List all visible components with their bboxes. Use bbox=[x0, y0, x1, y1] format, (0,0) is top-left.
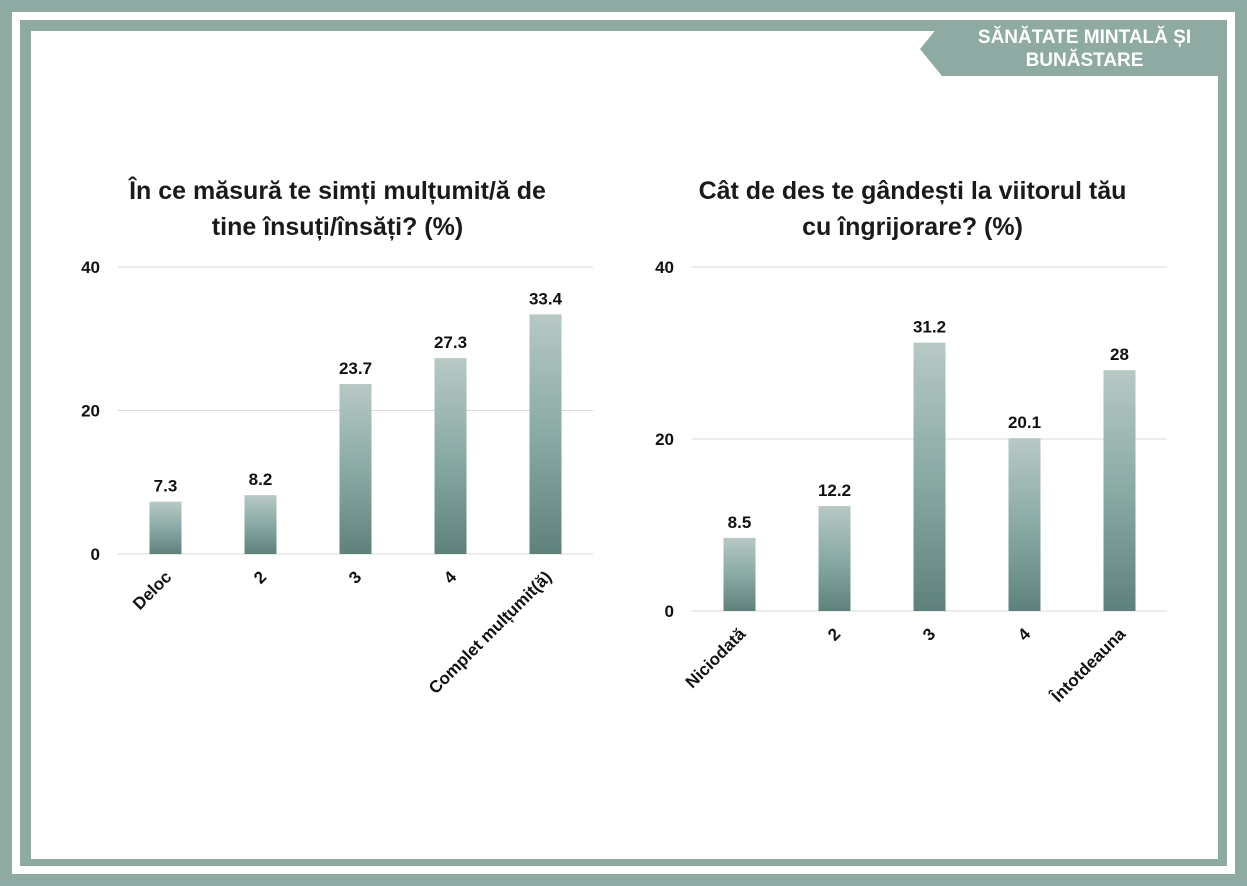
data-label: 33.4 bbox=[529, 289, 563, 308]
category-label: 3 bbox=[345, 567, 365, 587]
category-label: 4 bbox=[1014, 624, 1035, 645]
data-label: 7.3 bbox=[154, 477, 178, 496]
category-label: 2 bbox=[250, 567, 270, 587]
category-label: Deloc bbox=[129, 567, 175, 613]
data-label: 28 bbox=[1110, 345, 1129, 364]
chart-2: 0 20 40 8.5 Niciodată 12.2 2 31.2 3 20.1 4 28 Întotd… bbox=[655, 258, 1167, 707]
data-label: 27.3 bbox=[434, 333, 467, 352]
category-label: Niciodată bbox=[682, 624, 750, 692]
data-label: 8.5 bbox=[728, 513, 752, 532]
y-tick-label: 40 bbox=[81, 258, 100, 277]
category-label: Întotdeauna bbox=[1047, 624, 1130, 707]
data-label: 12.2 bbox=[818, 481, 851, 500]
bar bbox=[149, 501, 182, 554]
section-badge: SĂNĂTATE MINTALĂ ȘI BUNĂSTARE bbox=[920, 22, 1227, 76]
bar bbox=[1008, 438, 1041, 611]
bar bbox=[913, 342, 946, 611]
bar bbox=[339, 383, 372, 554]
data-label: 31.2 bbox=[913, 318, 946, 337]
chart-2-title: Cât de des te gândești la viitorul tău c… bbox=[698, 177, 1127, 241]
bar bbox=[1103, 370, 1136, 611]
y-tick-label: 0 bbox=[91, 545, 100, 564]
category-label: Complet mulțumit(ă) bbox=[425, 567, 555, 697]
y-tick-label: 20 bbox=[81, 402, 100, 421]
bar bbox=[434, 358, 467, 554]
y-tick-label: 40 bbox=[655, 258, 674, 277]
section-badge-label: SĂNĂTATE MINTALĂ ȘI BUNĂSTARE bbox=[977, 27, 1192, 71]
y-tick-label: 0 bbox=[665, 602, 674, 621]
bar bbox=[244, 495, 277, 554]
data-label: 8.2 bbox=[249, 470, 273, 489]
category-label: 3 bbox=[919, 624, 939, 644]
y-tick-label: 20 bbox=[655, 430, 674, 449]
data-label: 23.7 bbox=[339, 359, 372, 378]
category-label: 2 bbox=[824, 624, 844, 644]
chart-1: 0 20 40 7.3 Deloc 8.2 2 23.7 3 27.3 4 33.4 Complet m… bbox=[81, 258, 593, 698]
bar bbox=[723, 537, 756, 611]
chart-1-title: În ce măsură te simți mulțumit/ă de tine… bbox=[129, 177, 546, 241]
bar bbox=[529, 314, 562, 554]
data-label: 20.1 bbox=[1008, 413, 1041, 432]
category-label: 4 bbox=[440, 567, 461, 588]
bar bbox=[818, 506, 851, 611]
